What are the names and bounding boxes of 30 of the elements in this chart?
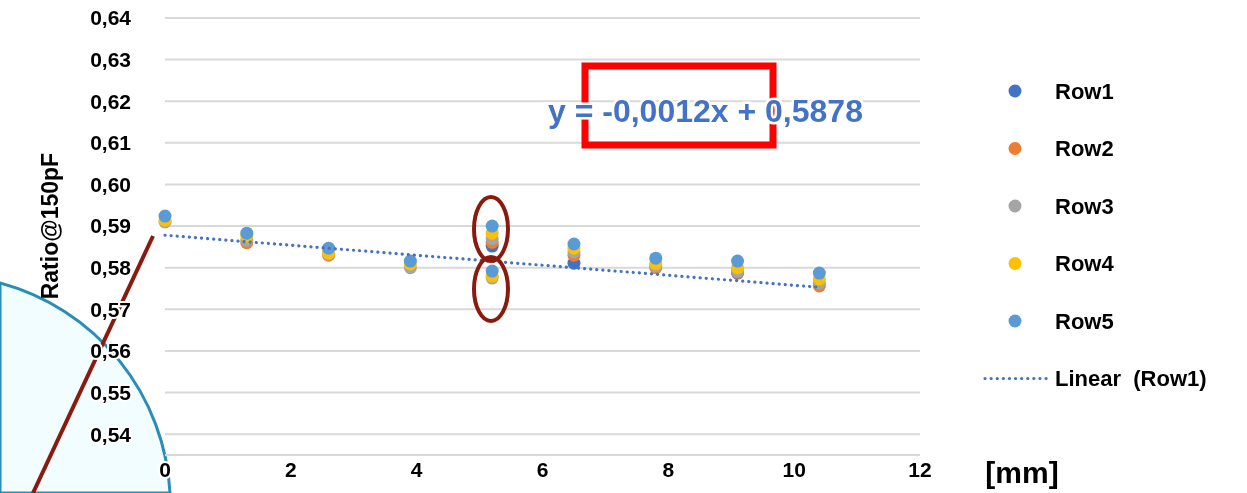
y-tick-label: 0,62 xyxy=(90,89,131,113)
x-tick-label: 12 xyxy=(908,458,932,482)
legend-label: Row4 xyxy=(1055,251,1115,277)
y-tick-label: 0,60 xyxy=(90,172,131,196)
point xyxy=(485,264,499,278)
x-tick-label: 10 xyxy=(782,458,806,482)
x-tick-label: 8 xyxy=(662,458,675,482)
legend-label: Row5 xyxy=(1055,308,1114,334)
x-tick-label: 6 xyxy=(536,458,549,482)
legend-label: Row3 xyxy=(1055,193,1114,219)
y-tick-label: 0,61 xyxy=(90,131,132,155)
point xyxy=(812,266,826,280)
y-tick-label: 0,63 xyxy=(90,47,131,71)
point xyxy=(649,251,663,265)
legend-label: Linear (Row1) xyxy=(1055,366,1207,392)
x-tick-label: 2 xyxy=(284,458,297,482)
y-tick-label: 0,55 xyxy=(90,380,132,404)
point xyxy=(731,254,745,268)
point xyxy=(485,219,499,233)
y-tick-label: 0,54 xyxy=(90,422,132,446)
y-axis-title: Ratio@150pF xyxy=(37,152,64,300)
legend-label: Row1 xyxy=(1055,78,1114,104)
legend-label: Row2 xyxy=(1055,136,1114,162)
y-tick-label: 0,64 xyxy=(90,6,132,30)
point xyxy=(158,209,172,223)
x-tick-label: 4 xyxy=(410,458,423,482)
point xyxy=(567,237,581,251)
x-axis-title: [mm] xyxy=(985,455,1059,489)
y-tick-label: 0,59 xyxy=(90,214,131,238)
y-tick-label: 0,58 xyxy=(90,256,132,280)
